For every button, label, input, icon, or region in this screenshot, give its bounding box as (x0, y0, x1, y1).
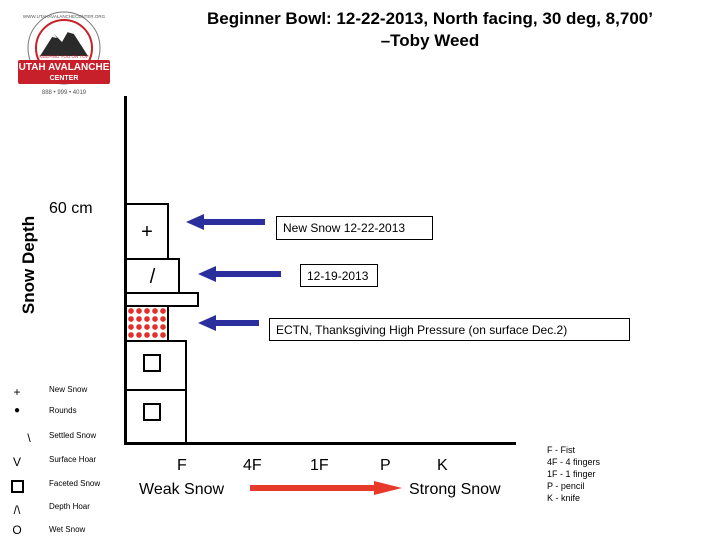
legend-label-settled-snow: Settled Snow (49, 431, 97, 440)
weak-snow-label: Weak Snow (139, 481, 225, 498)
utah-avalanche-center-logo: UTAH AVALANCHE CENTER 888 • 999 • 4019 W… (18, 11, 110, 96)
svg-text:UTAH AVALANCHE: UTAH AVALANCHE (19, 62, 110, 73)
svg-text:888 • 999 • 4019: 888 • 999 • 4019 (42, 90, 87, 96)
hardness-tick-4f: 4F (243, 457, 262, 474)
hardness-tick-p: P (380, 457, 391, 474)
arrow-ectn (198, 315, 259, 331)
hardness-tick-1f: 1F (310, 457, 329, 474)
legend-label-wet-snow: Wet Snow (49, 525, 86, 534)
layer-new-snow: + (125, 203, 169, 260)
hardness-tick-k: K (437, 457, 448, 474)
new-snow-symbol: + (141, 221, 153, 243)
settled-snow-symbol: / (149, 266, 156, 288)
backslash-icon: \ (27, 431, 31, 445)
hardness-key-item: K - knife (547, 493, 581, 503)
circle-icon: O (12, 523, 22, 537)
svg-text:KEEPING YOU ON TOP: KEEPING YOU ON TOP (39, 54, 88, 59)
x-axis-line (124, 442, 516, 445)
plus-icon: + (13, 385, 21, 399)
square-icon (11, 480, 24, 493)
layer-ice-crust (125, 305, 169, 342)
legend-label-rounds: Rounds (49, 406, 77, 415)
title-line-2: –Toby Weed (380, 31, 480, 50)
hardness-key-item: F - Fist (547, 445, 575, 455)
page-title: Beginner Bowl: 12-22-2013, North facing,… (170, 8, 690, 52)
legend-label-faceted-snow: Faceted Snow (49, 479, 101, 488)
svg-text:WWW.UTAHAVALANCHECENTER.ORG: WWW.UTAHAVALANCHECENTER.ORG (23, 14, 106, 19)
hardness-key-item: 4F - 4 fingers (547, 457, 601, 467)
arrow-new-snow (186, 214, 265, 230)
hardness-key: F - Fist 4F - 4 fingers 1F - 1 finger P … (547, 444, 600, 504)
legend-label-depth-hoar: Depth Hoar (49, 502, 90, 511)
annotation-12-19: 12-19-2013 (300, 264, 378, 287)
title-line-1: Beginner Bowl: 12-22-2013, North facing,… (207, 9, 653, 28)
faceted-square-icon (143, 403, 161, 421)
layer-faceted-upper (125, 340, 187, 391)
hardness-key-item: 1F - 1 finger (547, 469, 596, 479)
hardness-tick-f: F (177, 457, 187, 474)
depth-label: 60 cm (49, 200, 93, 217)
v-icon: V (12, 455, 21, 469)
svg-text:CENTER: CENTER (50, 75, 79, 82)
dot-icon: ● (13, 405, 21, 416)
annotation-new-snow: New Snow 12-22-2013 (276, 216, 433, 240)
weak-to-strong-arrow (250, 481, 402, 495)
arrow-12-19 (198, 266, 281, 282)
legend-label-surface-hoar: Surface Hoar (49, 455, 97, 464)
caret-icon: /\ (13, 503, 21, 517)
legend-label-new-snow: New Snow (49, 385, 88, 394)
strong-snow-label: Strong Snow (409, 481, 501, 498)
annotation-ectn: ECTN, Thanksgiving High Pressure (on sur… (269, 318, 630, 341)
hardness-key-item: P - pencil (547, 481, 585, 491)
faceted-square-icon (143, 354, 161, 372)
